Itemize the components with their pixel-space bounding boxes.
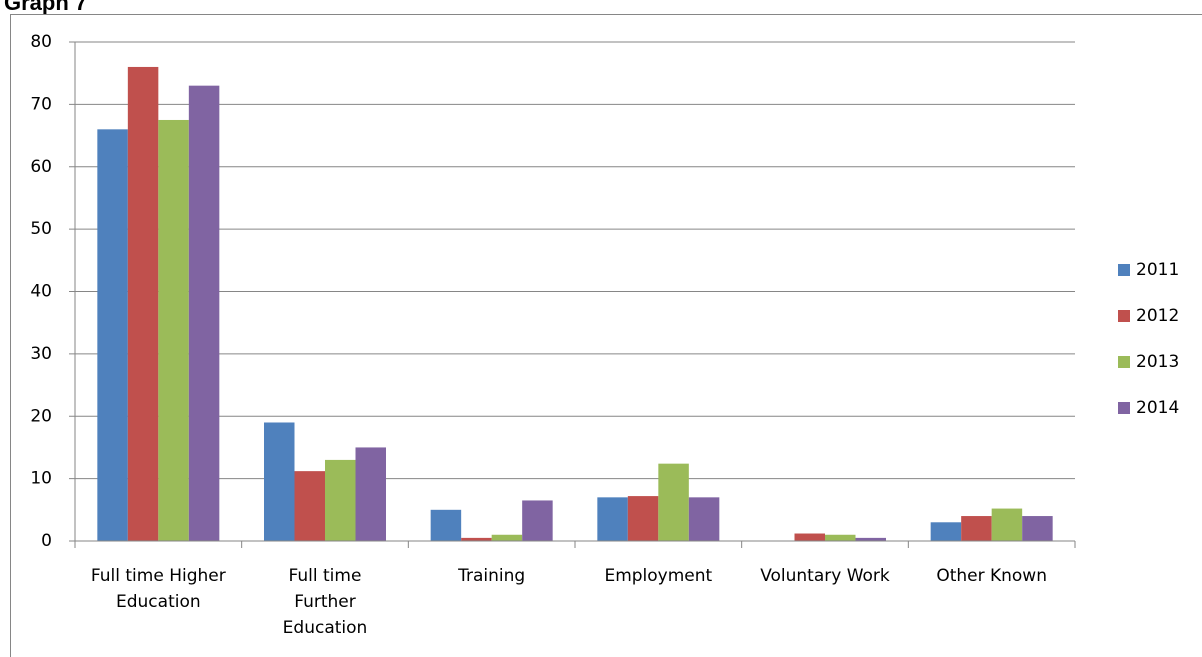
legend-label: 2012 [1136,306,1179,326]
legend-label: 2014 [1136,398,1179,418]
x-tick-label: Employment [604,566,713,586]
y-tick-label: 70 [30,94,52,114]
x-tick-label: Other Known [936,566,1047,586]
bar [355,447,386,541]
bar [658,463,689,541]
bar [522,500,553,541]
y-tick-label: 0 [41,531,52,551]
bar [127,66,159,541]
bar [1022,516,1053,541]
bar [930,522,962,541]
bar [264,422,295,541]
legend-swatch [1118,402,1130,414]
bar [325,459,356,541]
x-tick-label: Training [458,566,526,586]
x-tick-label: Full time Higher Education [90,566,226,612]
y-tick-label: 60 [30,157,52,177]
legend-label: 2013 [1136,352,1179,372]
bar [294,471,325,541]
x-tick-label: Full time Further Education [282,566,368,638]
bar [430,509,462,541]
legend-swatch [1118,310,1130,322]
bar [491,534,523,541]
x-tick-label: Voluntary Work [760,566,890,586]
bar [461,537,492,541]
chart-border [10,14,1202,657]
chart-title: Graph 7 [4,0,88,15]
bar [825,534,856,541]
bar [97,129,128,541]
bar [158,119,189,541]
y-tick-label: 80 [30,32,52,52]
y-tick-label: 40 [30,282,52,302]
bar [961,516,992,541]
legend-swatch [1118,356,1130,368]
bar [991,508,1023,541]
y-tick-label: 10 [30,469,52,489]
bar [188,85,220,541]
bar [627,496,659,541]
y-tick-label: 20 [30,406,52,426]
bar [688,497,720,541]
bar [855,537,886,541]
y-tick-label: 30 [30,344,52,364]
bar [597,497,628,541]
y-tick-label: 50 [30,219,52,239]
legend-swatch [1118,264,1130,276]
bar [794,533,825,541]
legend-label: 2011 [1136,260,1179,280]
